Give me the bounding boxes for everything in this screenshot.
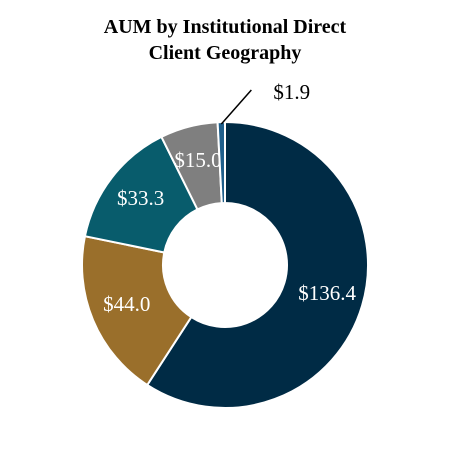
- data-label: $15.0: [174, 148, 221, 172]
- donut-segment: [81, 234, 193, 387]
- donut-segment: [83, 135, 199, 254]
- data-label: $1.9: [273, 80, 310, 104]
- donut-segment: [216, 120, 226, 205]
- donut-segment: [145, 120, 369, 409]
- data-label: $136.4: [298, 281, 356, 305]
- data-label: $44.0: [103, 292, 150, 316]
- leader-line: [220, 89, 252, 125]
- data-label: $33.3: [117, 186, 164, 210]
- chart-title: AUM by Institutional Direct Client Geogr…: [103, 16, 347, 64]
